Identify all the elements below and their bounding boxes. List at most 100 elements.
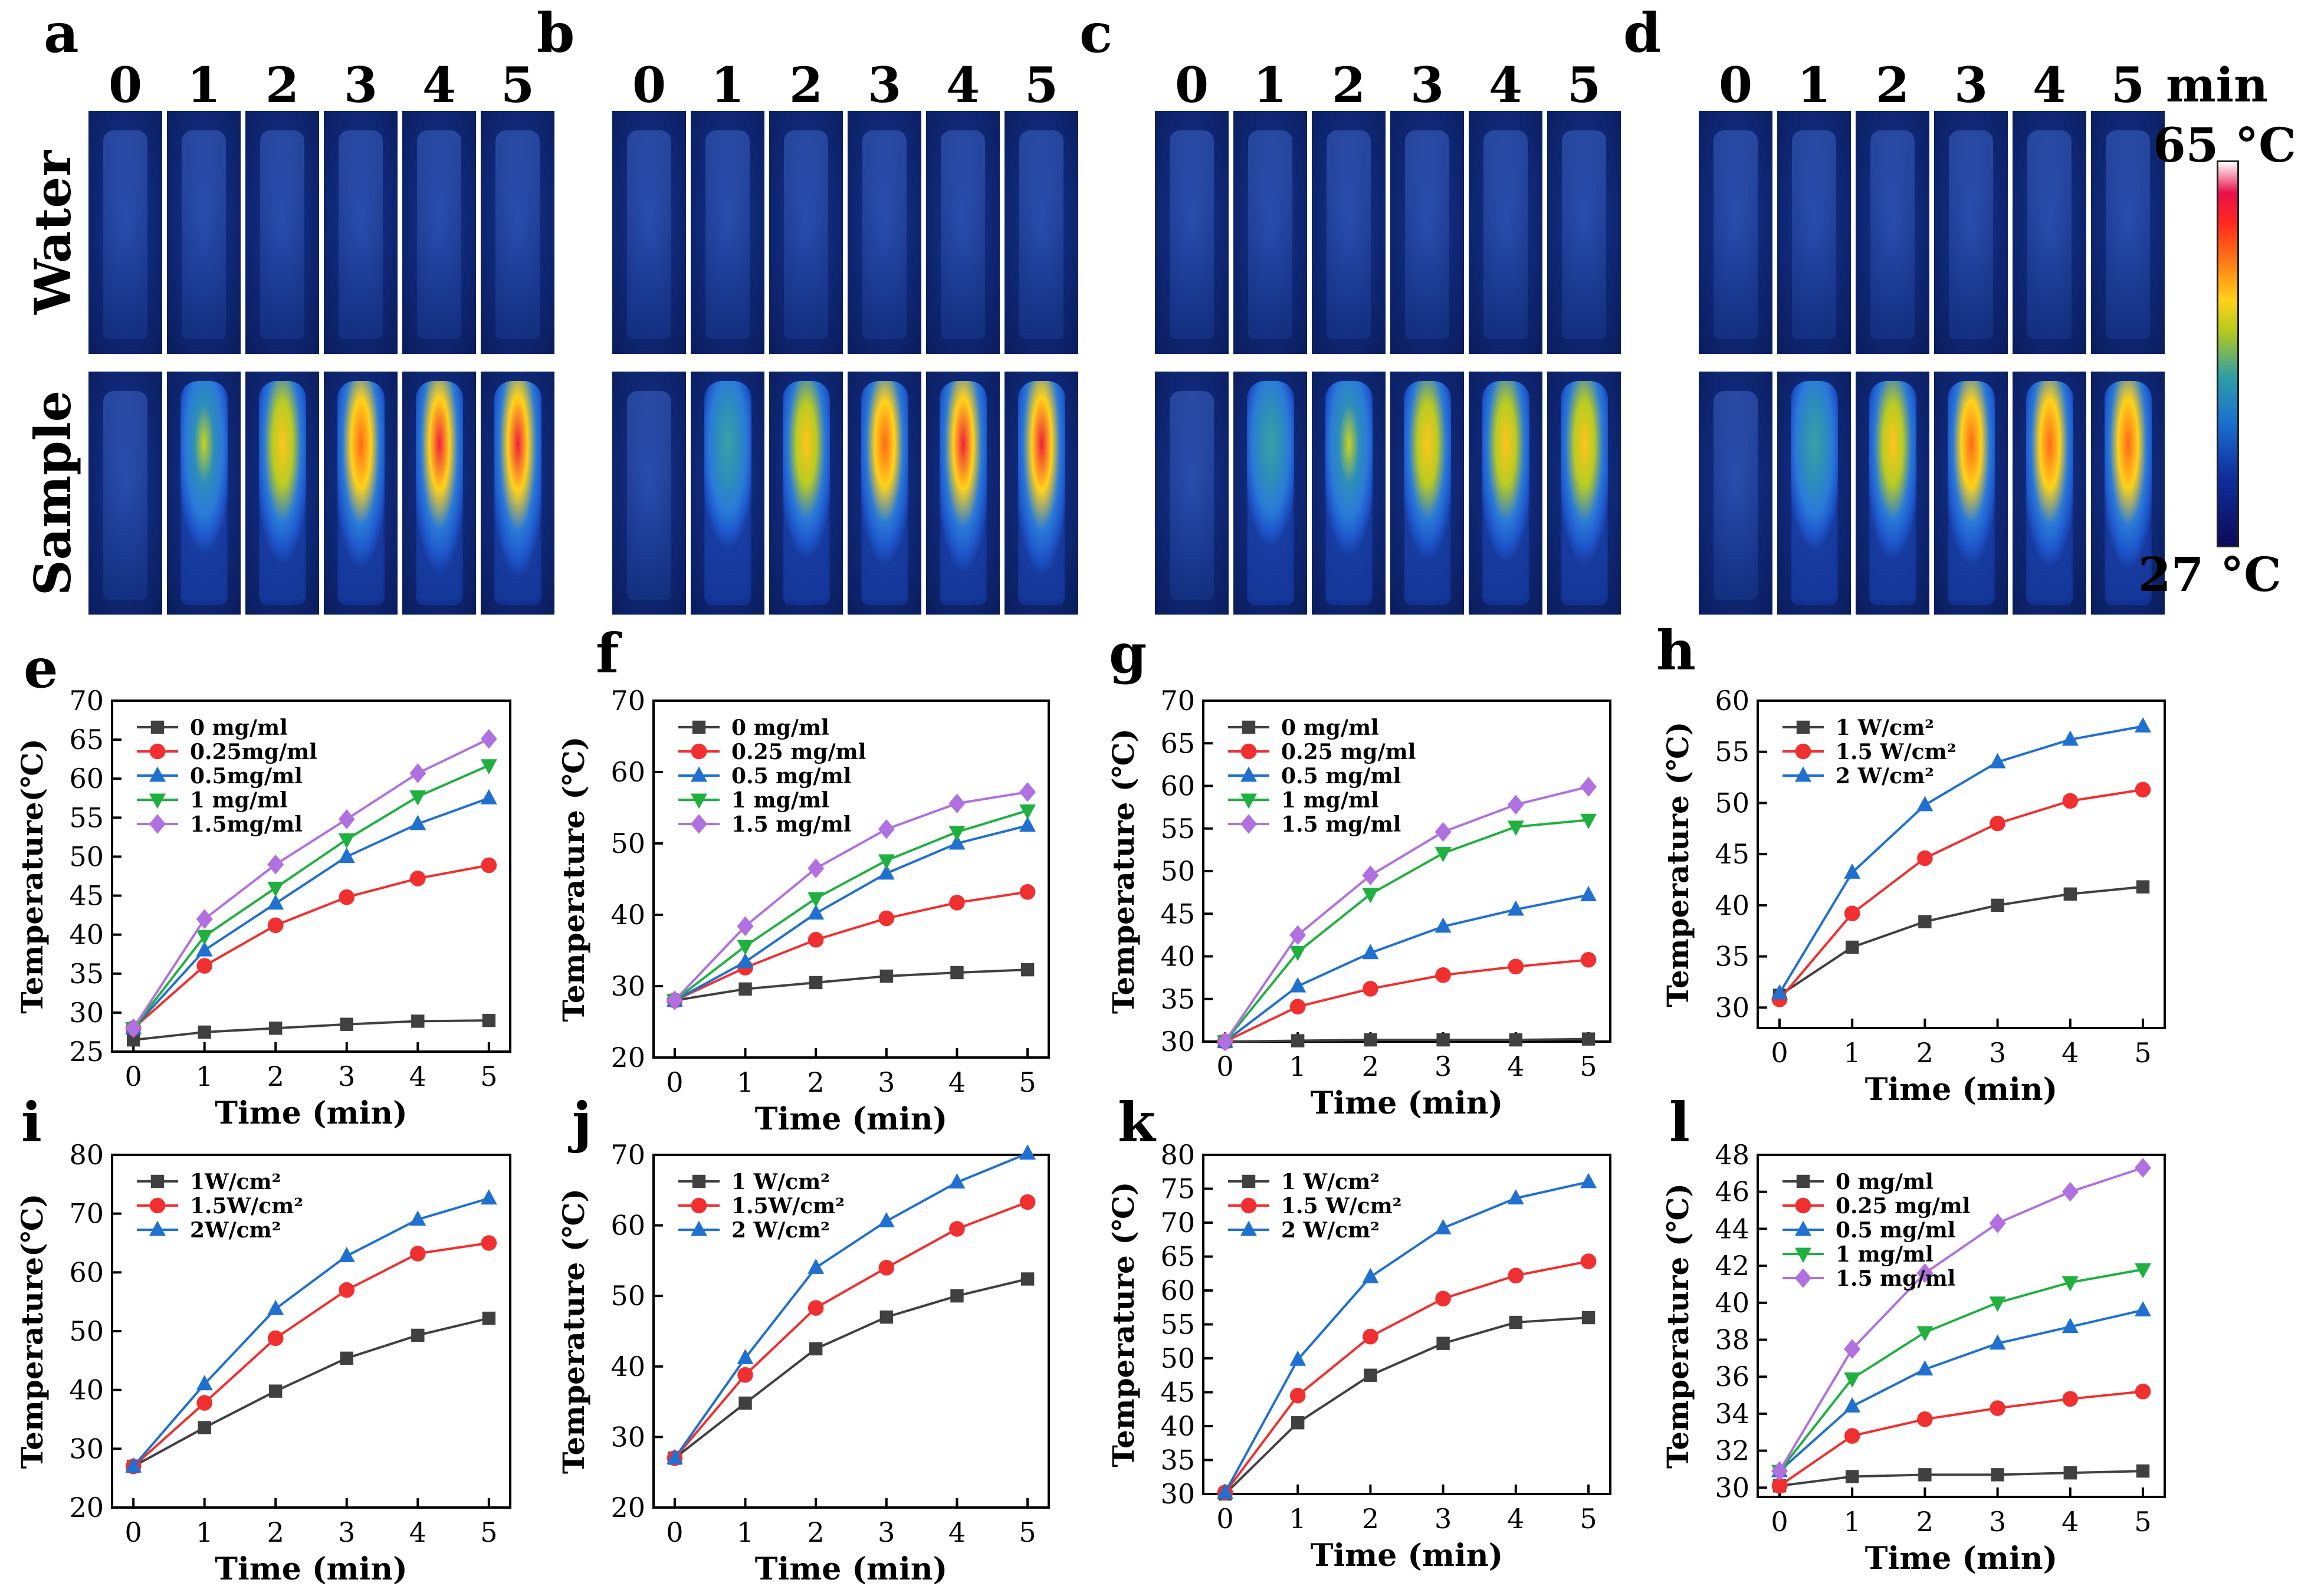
time-label-a-2: 2	[265, 57, 300, 114]
sample-thermal-c-1	[1233, 372, 1307, 615]
heat-glow	[1947, 381, 1995, 605]
legend-entry: 1.5W/cm²	[190, 1194, 303, 1219]
data-point	[340, 1351, 353, 1365]
plot-frame	[652, 700, 1050, 1059]
legend-marker	[691, 1220, 707, 1236]
x-tick-label: 2	[807, 1516, 825, 1548]
legend-marker	[149, 1220, 166, 1236]
tube-body	[103, 390, 147, 600]
legend-entry: 1.5 mg/ml	[731, 812, 851, 837]
series-line-2	[1224, 894, 1589, 1043]
plot-frame	[111, 700, 511, 1053]
data-point	[878, 1212, 895, 1227]
series-line-1	[674, 891, 1028, 1002]
x-tick-label: 2	[267, 1516, 284, 1548]
data-point	[1435, 967, 1451, 983]
data-point	[1434, 1219, 1452, 1234]
data-point	[2136, 1464, 2150, 1478]
data-point	[1581, 1032, 1596, 1046]
sample-thermal-a-5	[481, 372, 554, 615]
data-point	[1435, 1290, 1451, 1307]
legend-entry: 0.5 mg/ml	[1836, 1218, 1955, 1243]
water-thermal-b-5	[1005, 111, 1078, 354]
sample-thermal-b-5	[1005, 372, 1078, 615]
data-point	[480, 759, 497, 775]
data-point	[198, 1025, 211, 1039]
data-point	[737, 1349, 754, 1364]
data-point	[1362, 888, 1379, 904]
legend-marker	[692, 720, 706, 734]
x-axis-label: Time (min)	[1865, 1072, 2057, 1108]
y-tick-label: 65	[69, 724, 104, 756]
time-label-c-1: 1	[1253, 57, 1288, 114]
x-tick-label: 4	[409, 1516, 426, 1548]
y-tick-label: 40	[1160, 941, 1195, 973]
water-thermal-a-5	[481, 111, 554, 354]
x-tick-label: 4	[1507, 1050, 1524, 1082]
data-point	[1020, 1272, 1035, 1286]
time-label-b-4: 4	[946, 57, 980, 114]
y-tick-label: 60	[1160, 1275, 1195, 1306]
heat-glow	[1017, 381, 1065, 605]
data-point	[948, 834, 966, 850]
heat-glow	[1482, 381, 1529, 605]
y-tick-label: 34	[1715, 1398, 1749, 1430]
legend-marker	[1795, 1268, 1811, 1288]
series-line-0	[133, 1317, 490, 1467]
y-axis-label: Temperature (℃)	[1106, 1182, 1141, 1467]
sample-thermal-b-1	[691, 372, 764, 615]
water-thermal-d-5	[2091, 111, 2165, 354]
y-tick-label: 30	[610, 1421, 645, 1453]
x-tick-label: 3	[878, 1066, 895, 1098]
legend-marker	[150, 1174, 165, 1188]
data-point	[1845, 1470, 1859, 1483]
data-point	[1434, 822, 1452, 842]
series-line-4	[674, 790, 1028, 1001]
series-line-1	[1225, 958, 1589, 1043]
data-point	[1434, 847, 1452, 863]
data-point	[480, 1189, 497, 1205]
y-tick-label: 70	[610, 1139, 645, 1171]
data-point	[267, 854, 284, 875]
legend-entry: 1 W/cm²	[1281, 1170, 1380, 1194]
data-point	[878, 1260, 895, 1276]
data-point	[269, 1022, 283, 1035]
legend-marker	[149, 1197, 166, 1214]
water-thermal-a-1	[167, 111, 241, 354]
tube-body	[1248, 130, 1292, 340]
y-tick-label: 42	[1715, 1250, 1749, 1282]
y-tick-label: 45	[1715, 838, 1749, 870]
x-tick-label: 1	[1844, 1506, 1861, 1538]
data-point	[2061, 1318, 2079, 1334]
tube-body	[862, 130, 907, 340]
time-label-a-3: 3	[343, 57, 378, 114]
series-line-1	[132, 864, 490, 1029]
data-point	[1989, 753, 2006, 769]
data-point	[1918, 915, 1932, 928]
legend-marker	[149, 766, 166, 782]
series-line-2	[1224, 1181, 1589, 1493]
tube-body	[260, 130, 304, 340]
data-point	[480, 728, 497, 749]
data-point	[2135, 781, 2151, 798]
data-point	[1019, 1194, 1036, 1210]
data-point	[1507, 1189, 1524, 1205]
data-point	[2135, 717, 2152, 733]
x-tick-label: 0	[1771, 1037, 1788, 1069]
heat-glow	[1560, 381, 1608, 605]
data-point	[1362, 1267, 1379, 1283]
x-tick-label: 0	[125, 1060, 142, 1092]
x-tick-label: 4	[948, 1066, 966, 1098]
data-point	[125, 1457, 142, 1473]
series-line-0	[674, 968, 1028, 1002]
sample-thermal-b-3	[848, 372, 921, 615]
legend-entry: 1 mg/ml	[731, 788, 829, 813]
data-point	[338, 809, 355, 829]
data-point	[1771, 1461, 1788, 1481]
data-point	[267, 1299, 284, 1315]
heat-glow	[939, 381, 987, 605]
tube-body	[1870, 130, 1915, 340]
data-point	[807, 1300, 824, 1316]
x-tick-label: 0	[1216, 1050, 1233, 1082]
sample-thermal-c-0	[1155, 372, 1229, 615]
